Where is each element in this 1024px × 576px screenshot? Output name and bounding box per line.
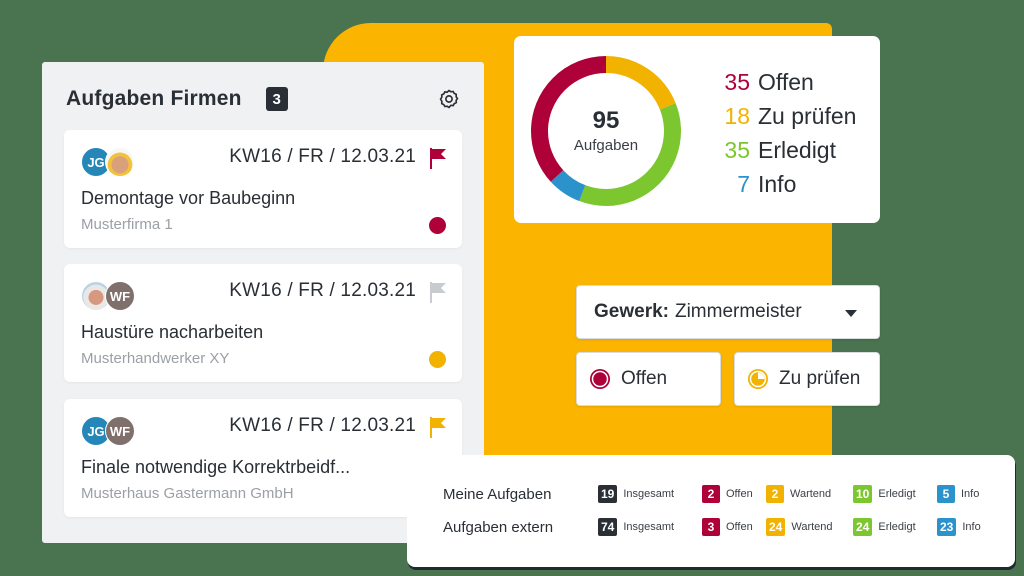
badge: 19 [598,485,618,503]
task-company: Musterhaus Gastermann GmbH [81,485,294,502]
legend-label: Info [758,170,797,197]
filter-offen-button[interactable]: Offen [576,352,721,406]
donut-center: 95 Aufgaben [531,56,681,206]
assignee-avatars: WF [81,281,135,311]
chip-info[interactable]: 23 Info [937,518,981,536]
task-date: KW16 / FR / 12.03.21 [229,146,416,167]
legend-item-erledigt: 35 Erledigt [710,133,856,167]
status-dot [429,217,446,234]
avatar: WF [105,416,135,446]
chip-label: Offen [726,488,753,500]
legend-item-info: 7 Info [710,167,856,201]
pie-clock-icon [748,369,768,389]
legend-value: 35 [724,136,750,163]
task-card[interactable]: JG KW16 / FR / 12.03.21 Demontage vor Ba… [64,130,462,248]
flag-icon[interactable] [428,147,448,169]
avatar-photo [105,147,135,177]
legend-label: Erledigt [758,136,836,163]
chip-offen[interactable]: 3 Offen [702,518,766,536]
chip-label: Insgesamt [623,521,675,533]
assignee-avatars: JG WF [81,416,135,446]
avatar: JG [81,416,111,446]
assignee-avatars: JG [81,147,135,177]
total-label: Aufgaben [573,136,639,154]
badge: 24 [853,518,873,536]
chip-label: Info [962,521,981,533]
task-company: Musterfirma 1 [81,216,173,233]
chip-label: Erledigt [878,488,916,500]
caret-down-icon [845,310,857,317]
chip-label: Insgesamt [623,488,675,500]
filter-zu-pruefen-button[interactable]: Zu prüfen [734,352,880,406]
chip-label: Wartend [790,488,832,500]
task-title: Finale notwendige Korrektrbeidf... [81,457,351,477]
chip-label: Erledigt [878,521,916,533]
chip-label: Info [961,488,980,500]
badge: 23 [937,518,957,536]
tasks-panel: Aufgaben Firmen 3 JG KW16 / FR / 12.03.2… [42,62,484,543]
chip-wartend[interactable]: 24 Wartend [766,518,853,536]
chip-info[interactable]: 5 Info [937,485,979,503]
legend-label: Offen [758,68,814,95]
badge: 10 [853,485,873,503]
task-title: Haustüre nacharbeiten [81,322,264,342]
gewerk-dropdown[interactable]: Gewerk: Zimmermeister [576,285,880,339]
badge: 2 [766,485,784,503]
legend-value: 18 [724,102,750,129]
dropdown-label: Gewerk: [594,301,669,322]
row-label: Meine Aufgaben [443,485,552,503]
task-count-badge: 3 [265,87,288,111]
chip-label: Wartend [791,521,833,533]
panel-title: Aufgaben Firmen [66,87,242,110]
task-card[interactable]: JG WF KW16 / FR / 12.03.21 Finale notwen… [64,399,462,517]
chip-offen[interactable]: 2 Offen [702,485,766,503]
task-date: KW16 / FR / 12.03.21 [229,415,416,436]
donut-chart [531,56,681,206]
status-dot [429,351,446,368]
chip-insgesamt[interactable]: 19 Insgesamt [598,485,702,503]
chip-erledigt[interactable]: 10 Erledigt [853,485,937,503]
row-label: Aufgaben extern [443,518,554,536]
chip-erledigt[interactable]: 24 Erledigt [853,518,937,536]
panel-header: Aufgaben Firmen 3 [66,84,460,114]
summary-row-meine-aufgaben: Meine Aufgaben 19 Insgesamt 2 Offen 2 Wa… [443,483,979,505]
task-title: Demontage vor Baubeginn [81,188,296,208]
badge: 5 [937,485,955,503]
flag-icon[interactable] [428,416,448,438]
avatar: WF [105,281,135,311]
chip-wartend[interactable]: 2 Wartend [766,485,853,503]
chip-label: Offen [726,521,753,533]
total-count: 95 [592,106,620,134]
filter-label: Offen [621,368,668,389]
legend-item-offen: 35 Offen [710,65,856,99]
badge: 3 [702,518,720,536]
chip-insgesamt[interactable]: 74 Insgesamt [598,518,702,536]
filled-circle-icon [590,369,610,389]
legend-label: Zu prüfen [758,102,857,129]
dropdown-value: Zimmermeister [674,301,802,322]
legend: 35 Offen 18 Zu prüfen 35 Erledigt 7 Info [710,65,856,201]
legend-item-zu-pruefen: 18 Zu prüfen [710,99,856,133]
task-card[interactable]: WF KW16 / FR / 12.03.21 Haustüre nacharb… [64,264,462,382]
gear-icon[interactable] [438,88,460,110]
badge: 2 [702,485,720,503]
task-date: KW16 / FR / 12.03.21 [229,280,416,301]
summary-row-aufgaben-extern: Aufgaben extern 74 Insgesamt 3 Offen 24 … [443,516,981,538]
filter-label: Zu prüfen [779,368,861,389]
stats-card: 95 Aufgaben 35 Offen 18 Zu prüfen 35 Erl… [514,36,880,223]
legend-value: 35 [724,68,750,95]
badge: 74 [598,518,618,536]
task-company: Musterhandwerker XY [81,350,230,367]
flag-icon[interactable] [428,281,448,303]
summary-card: Meine Aufgaben 19 Insgesamt 2 Offen 2 Wa… [407,455,1015,567]
badge: 24 [766,518,786,536]
legend-value: 7 [737,170,750,197]
